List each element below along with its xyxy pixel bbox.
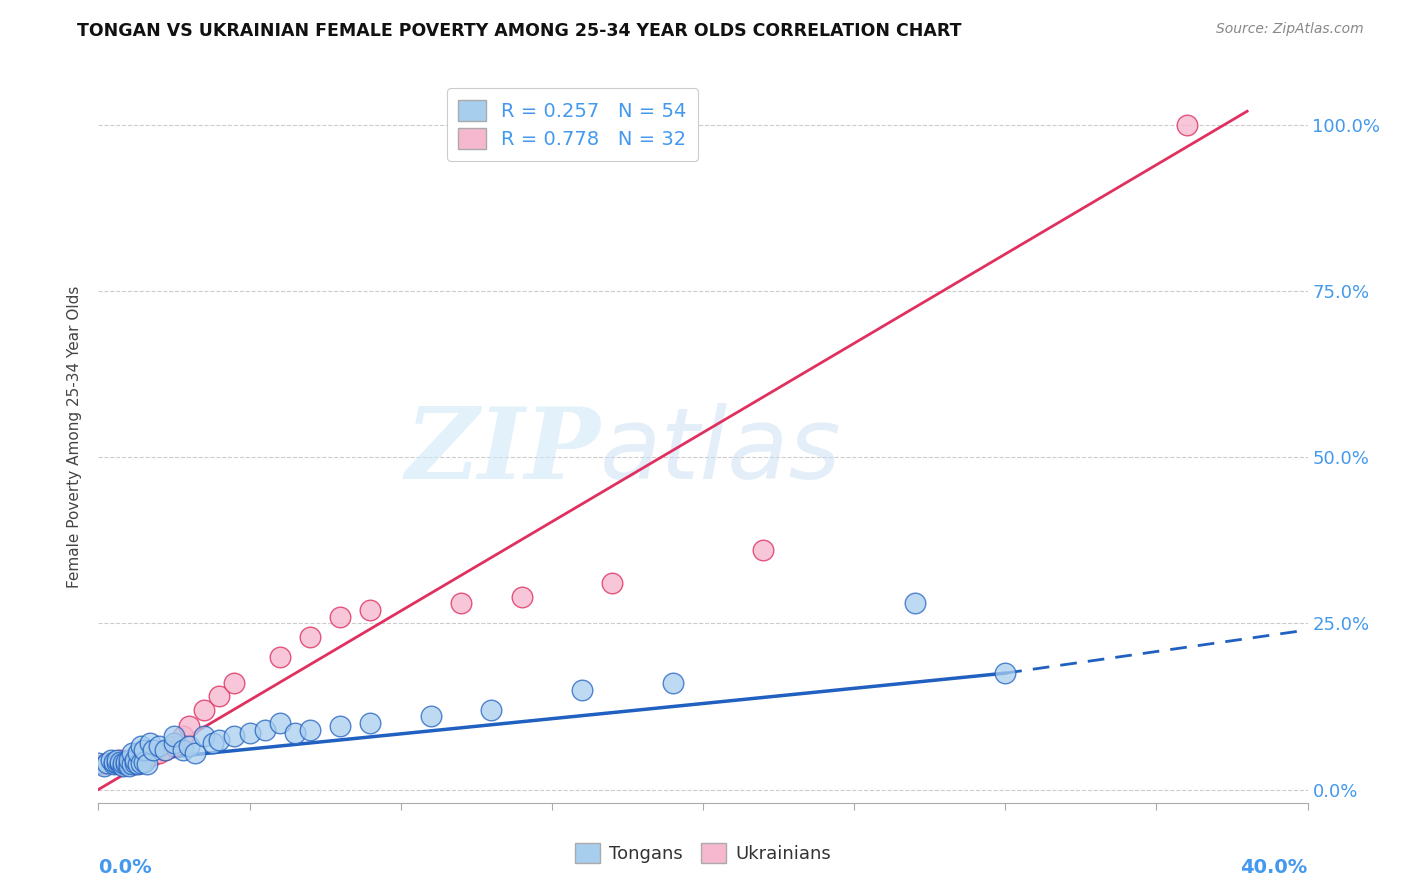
Point bbox=[163, 739, 186, 754]
Point bbox=[127, 746, 149, 760]
Point bbox=[142, 742, 165, 756]
Point bbox=[114, 755, 136, 769]
Point bbox=[148, 739, 170, 754]
Point bbox=[139, 736, 162, 750]
Point bbox=[179, 719, 201, 733]
Point bbox=[124, 753, 146, 767]
Point bbox=[184, 746, 207, 760]
Point bbox=[135, 750, 157, 764]
Point bbox=[994, 666, 1017, 681]
Point bbox=[142, 747, 165, 762]
Point bbox=[93, 759, 115, 773]
Point bbox=[239, 726, 262, 740]
Point bbox=[179, 739, 201, 754]
Text: 0.0%: 0.0% bbox=[98, 858, 152, 877]
Point bbox=[510, 590, 533, 604]
Point bbox=[224, 729, 246, 743]
Point bbox=[118, 759, 141, 773]
Point bbox=[124, 756, 146, 770]
Point bbox=[481, 703, 503, 717]
Point bbox=[118, 753, 141, 767]
Legend: Tongans, Ukrainians: Tongans, Ukrainians bbox=[568, 836, 838, 871]
Point bbox=[163, 729, 186, 743]
Point bbox=[139, 749, 162, 764]
Point bbox=[193, 729, 215, 743]
Point bbox=[172, 729, 194, 743]
Point bbox=[103, 755, 125, 769]
Point bbox=[127, 757, 149, 772]
Point bbox=[129, 739, 152, 754]
Text: Source: ZipAtlas.com: Source: ZipAtlas.com bbox=[1216, 22, 1364, 37]
Point bbox=[93, 757, 115, 772]
Point bbox=[329, 719, 352, 733]
Point bbox=[127, 756, 149, 770]
Point bbox=[208, 690, 231, 704]
Point bbox=[153, 742, 176, 756]
Y-axis label: Female Poverty Among 25-34 Year Olds: Female Poverty Among 25-34 Year Olds bbox=[67, 286, 83, 588]
Point bbox=[108, 753, 131, 767]
Point bbox=[153, 742, 176, 756]
Point bbox=[111, 759, 134, 773]
Point bbox=[87, 756, 110, 770]
Point bbox=[132, 755, 155, 769]
Point bbox=[269, 716, 291, 731]
Point bbox=[111, 756, 134, 770]
Point bbox=[172, 742, 194, 756]
Point bbox=[360, 603, 382, 617]
Text: ZIP: ZIP bbox=[405, 403, 600, 500]
Point bbox=[129, 756, 152, 770]
Point bbox=[202, 736, 225, 750]
Point bbox=[100, 753, 122, 767]
Point bbox=[103, 757, 125, 772]
Point bbox=[121, 753, 143, 767]
Point bbox=[118, 756, 141, 770]
Point bbox=[148, 746, 170, 760]
Point bbox=[100, 756, 122, 770]
Point bbox=[132, 753, 155, 767]
Point bbox=[420, 709, 443, 723]
Text: atlas: atlas bbox=[600, 403, 842, 500]
Point bbox=[193, 703, 215, 717]
Point bbox=[163, 736, 186, 750]
Point bbox=[253, 723, 276, 737]
Point bbox=[105, 755, 128, 769]
Point bbox=[571, 682, 593, 697]
Point bbox=[132, 742, 155, 756]
Point bbox=[329, 609, 352, 624]
Point bbox=[360, 716, 382, 731]
Text: TONGAN VS UKRAINIAN FEMALE POVERTY AMONG 25-34 YEAR OLDS CORRELATION CHART: TONGAN VS UKRAINIAN FEMALE POVERTY AMONG… bbox=[77, 22, 962, 40]
Point bbox=[299, 630, 322, 644]
Point bbox=[299, 723, 322, 737]
Text: 40.0%: 40.0% bbox=[1240, 858, 1308, 877]
Point bbox=[96, 756, 118, 770]
Point bbox=[108, 755, 131, 769]
Point bbox=[114, 756, 136, 770]
Point bbox=[661, 676, 683, 690]
Point bbox=[208, 732, 231, 747]
Point bbox=[114, 757, 136, 772]
Point bbox=[269, 649, 291, 664]
Point bbox=[904, 596, 927, 610]
Point bbox=[111, 757, 134, 772]
Point bbox=[121, 746, 143, 760]
Point bbox=[105, 756, 128, 770]
Point bbox=[450, 596, 472, 610]
Point bbox=[752, 543, 775, 558]
Point bbox=[121, 757, 143, 772]
Point bbox=[129, 755, 152, 769]
Point bbox=[108, 757, 131, 772]
Point bbox=[224, 676, 246, 690]
Point bbox=[118, 755, 141, 769]
Point bbox=[602, 576, 624, 591]
Point bbox=[124, 757, 146, 772]
Point bbox=[1175, 118, 1198, 132]
Point bbox=[284, 726, 307, 740]
Point bbox=[135, 757, 157, 772]
Point bbox=[105, 753, 128, 767]
